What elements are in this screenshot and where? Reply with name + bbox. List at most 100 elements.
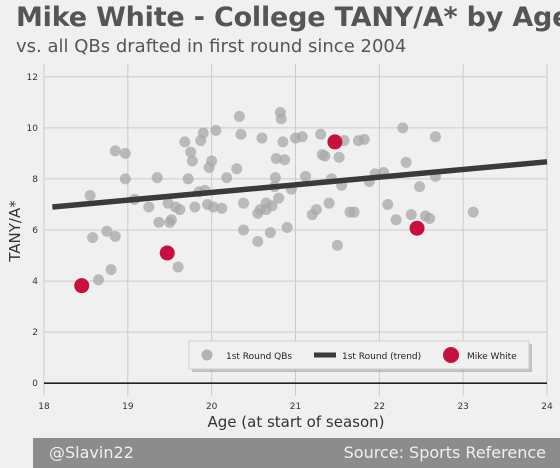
- footer-bar: @Slavin22 Source: Sports Reference: [33, 438, 560, 468]
- qb-data-point: [358, 133, 370, 145]
- chart-title: Mike White - College TANY/A* by Age: [16, 2, 560, 33]
- legend-mike-white-label: Mike White: [467, 352, 517, 362]
- qb-data-point: [273, 192, 285, 204]
- qb-data-point: [279, 154, 291, 166]
- trend-line-series: [52, 159, 548, 210]
- qb-data-point: [221, 172, 233, 184]
- mike-white-data-point: [74, 278, 90, 294]
- x-tick-label: 19: [122, 402, 134, 412]
- qb-data-point: [233, 110, 245, 122]
- y-tick-labels: 0 2 4 6 8 10 12: [27, 73, 39, 389]
- qb-data-point: [319, 150, 331, 162]
- qb-data-point: [238, 224, 250, 236]
- qb-data-point: [92, 274, 104, 286]
- y-tick-label: 10: [27, 124, 39, 134]
- y-tick-label: 6: [32, 226, 38, 236]
- qb-data-point: [206, 155, 218, 167]
- qb-data-point: [275, 113, 287, 125]
- qb-data-point: [266, 200, 278, 212]
- x-tick-label: 21: [290, 402, 301, 412]
- qb-data-point: [151, 172, 163, 184]
- qb-data-point: [143, 201, 155, 213]
- source-credit: Source: Sports Reference: [343, 443, 546, 462]
- qb-data-point: [430, 131, 442, 143]
- legend-trend-label: 1st Round (trend): [342, 352, 421, 362]
- qb-data-point: [109, 145, 121, 157]
- qb-data-point: [331, 239, 343, 251]
- qb-data-point: [277, 136, 289, 148]
- mike-white-points-series: [74, 134, 425, 294]
- qb-data-point: [256, 132, 268, 144]
- qb-data-point: [333, 151, 345, 163]
- qb-data-point: [216, 202, 228, 214]
- qb-data-point: [252, 235, 264, 247]
- qb-data-point: [467, 206, 479, 218]
- qb-data-point: [405, 209, 417, 221]
- y-tick-label: 8: [32, 175, 38, 185]
- qb-data-point: [424, 213, 436, 225]
- qb-data-point: [235, 128, 247, 140]
- qb-data-point: [101, 225, 113, 237]
- legend: 1st Round QBs 1st Round (trend) Mike Whi…: [188, 340, 532, 372]
- x-tick-label: 23: [457, 402, 468, 412]
- x-axis-label: Age (at start of season): [208, 413, 385, 431]
- legend-qb-marker: [201, 349, 213, 361]
- qb-data-point: [172, 261, 184, 273]
- qb-data-point: [207, 201, 219, 213]
- qb-data-point: [84, 190, 96, 202]
- x-tick-label: 24: [541, 402, 553, 412]
- qb-data-point: [109, 230, 121, 242]
- y-axis-label: TANY/A*: [6, 200, 24, 263]
- qb-data-point: [185, 146, 197, 158]
- x-tick-label: 18: [38, 402, 50, 412]
- mike-white-data-point: [409, 220, 425, 236]
- qb-points-series: [84, 107, 479, 286]
- qb-data-point: [165, 214, 177, 226]
- x-tick-label: 20: [206, 402, 218, 412]
- y-tick-label: 2: [32, 328, 38, 338]
- x-tick-label: 22: [374, 402, 385, 412]
- qb-data-point: [197, 127, 209, 139]
- qb-data-point: [238, 197, 250, 209]
- qb-data-point: [315, 128, 327, 140]
- y-tick-label: 4: [32, 277, 38, 287]
- qb-data-point: [189, 201, 201, 213]
- mike-white-data-point: [327, 134, 343, 150]
- qb-data-point: [400, 156, 412, 168]
- qb-data-point: [264, 227, 276, 239]
- qb-data-point: [414, 181, 426, 193]
- qb-data-point: [310, 204, 322, 216]
- qb-data-point: [348, 206, 360, 218]
- qb-data-point: [296, 131, 308, 143]
- qb-data-point: [281, 221, 293, 233]
- qb-data-point: [119, 147, 131, 159]
- qb-data-point: [210, 124, 222, 136]
- legend-mike-white-marker: [443, 347, 459, 363]
- x-tick-labels: 18 19 20 21 22 23 24: [38, 402, 553, 412]
- trend-line: [52, 159, 548, 210]
- qb-data-point: [390, 214, 402, 226]
- y-tick-label: 12: [27, 73, 38, 83]
- qb-data-point: [179, 136, 191, 148]
- qb-data-point: [269, 172, 281, 184]
- legend-box: [188, 340, 530, 370]
- author-handle: @Slavin22: [49, 443, 134, 462]
- legend-qb-label: 1st Round QBs: [226, 352, 292, 362]
- qb-data-point: [87, 232, 99, 244]
- qb-data-point: [174, 204, 186, 216]
- qb-data-point: [153, 216, 165, 228]
- qb-data-point: [270, 152, 282, 164]
- y-tick-label: 0: [32, 379, 38, 389]
- mike-white-data-point: [159, 245, 175, 261]
- qb-data-point: [105, 264, 117, 276]
- qb-data-point: [323, 197, 335, 209]
- qb-data-point: [231, 163, 243, 175]
- qb-data-point: [119, 173, 131, 185]
- qb-data-point: [186, 155, 198, 167]
- qb-data-point: [300, 170, 312, 182]
- qb-data-point: [382, 198, 394, 210]
- qb-data-point: [182, 173, 194, 185]
- chart-subtitle: vs. all QBs drafted in first round since…: [16, 36, 407, 57]
- qb-data-point: [397, 122, 409, 134]
